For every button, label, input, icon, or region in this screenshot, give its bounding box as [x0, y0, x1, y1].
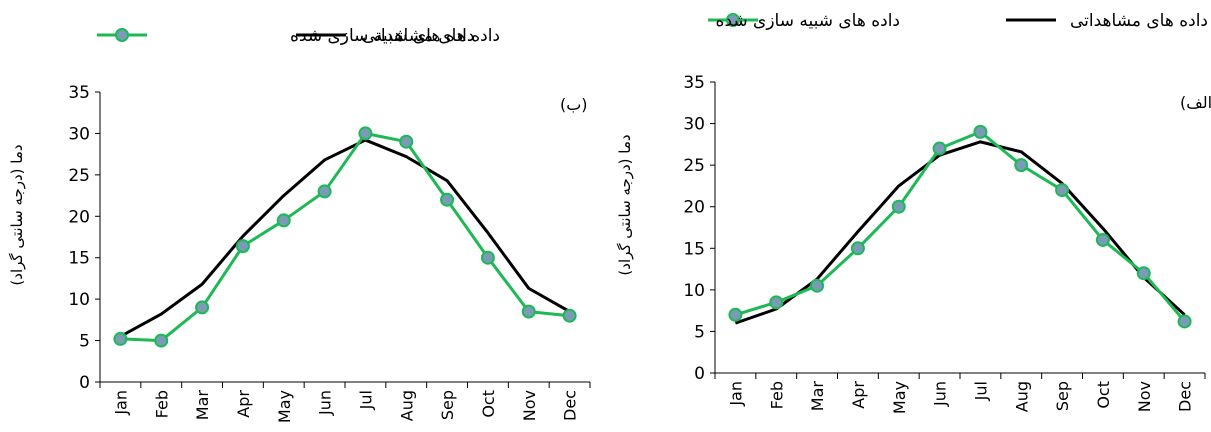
legend-simulated-label: داده های شبیه سازی شده [716, 11, 900, 31]
x-tick-label: Aug [1012, 381, 1031, 412]
series-simulated-line [120, 131, 570, 343]
series-simulated-line [734, 130, 1186, 323]
x-tick-label: Jun [316, 390, 335, 416]
series-simulated-point [276, 213, 291, 228]
x-tick-label: Aug [397, 390, 416, 421]
series-simulated-point [440, 192, 455, 207]
series-simulated-point [932, 141, 947, 156]
legend-simulated-marker [115, 28, 129, 42]
series-simulated-point [1095, 232, 1110, 247]
x-tick-label: May [890, 381, 909, 414]
series-simulated-point [1136, 266, 1151, 281]
y-tick-label: 25 [68, 166, 90, 186]
series-simulated-point [769, 295, 784, 310]
y-tick-label: 15 [683, 239, 705, 259]
y-tick-label: 20 [68, 207, 90, 227]
legend-left: داده های شبیه سازی شده داده های مشاهداتی [97, 26, 500, 46]
y-tick-label: 35 [683, 73, 705, 93]
x-tick-label: Sep [438, 390, 457, 420]
x-tick-label: Apr [234, 390, 253, 418]
y-tick-label: 10 [68, 290, 90, 310]
series-simulated-point [480, 250, 495, 265]
panel-label: (ب) [560, 95, 588, 114]
x-tick-label: Jan [111, 390, 130, 416]
x-tick-label: Nov [1135, 381, 1154, 412]
y-tick-label: 0 [694, 364, 705, 384]
series-simulated-point [1055, 183, 1070, 198]
series-observed-line [734, 140, 1186, 325]
series-simulated-point [521, 304, 536, 319]
x-tick-label: Jul [971, 381, 990, 401]
x-tick-label: Oct [1094, 381, 1113, 409]
series-simulated-point [1177, 314, 1192, 329]
x-tick-label: Jan [726, 381, 745, 407]
y-tick-label: 25 [683, 156, 705, 176]
series-simulated-point [399, 134, 414, 149]
x-tick-label: Dec [1176, 381, 1195, 412]
y-tick-label: 30 [68, 124, 90, 144]
y-tick-label: 0 [79, 373, 90, 393]
series-simulated-point [317, 184, 332, 199]
y-tick-label: 30 [683, 115, 705, 135]
x-tick-label: Jun [931, 381, 950, 407]
x-tick-label: Feb [767, 381, 786, 409]
y-axis-label: دما (درجه سانتی گراد) [616, 134, 634, 275]
series-simulated-point [973, 124, 988, 139]
series-simulated-point [235, 239, 250, 254]
series-simulated-point [728, 307, 743, 322]
legend-simulated-marker [726, 13, 740, 27]
x-tick-label: Mar [808, 381, 827, 412]
y-tick-label: 10 [683, 281, 705, 301]
series-simulated-point [195, 300, 210, 315]
x-tick-label: Apr [849, 381, 868, 409]
x-tick-label: Jul [356, 390, 375, 410]
x-tick-label: Nov [520, 390, 539, 421]
chart-panel-2: 0 5 10 15 20 25 30 35 Jan Feb Mar Apr May Jun Jul Aug Se… [616, 73, 1211, 414]
chart-panel-1: 0 5 10 15 20 25 30 35 Jan Feb Mar Apr May Jun Jul Aug Se… [8, 83, 591, 423]
series-simulated-point [358, 126, 373, 141]
panel-label: (الف) [1180, 93, 1211, 112]
series-simulated-point [850, 241, 865, 256]
y-tick-label: 35 [68, 83, 90, 103]
x-tick-label: Feb [152, 390, 171, 418]
series-observed-line [119, 138, 571, 338]
series-simulated-point [810, 278, 825, 293]
series-simulated-point [562, 308, 577, 323]
legend-right: داده های شبیه سازی شده داده های مشاهداتی [708, 11, 1208, 31]
x-tick-label: Dec [561, 390, 580, 421]
y-axis-label: دما (درجه سانتی گراد) [8, 144, 26, 285]
y-tick-label: 5 [694, 322, 705, 342]
legend-simulated-label: داده های شبیه سازی شده [290, 26, 474, 46]
y-tick-label: 15 [68, 249, 90, 269]
series-simulated-point [154, 333, 169, 348]
x-tick-label: Sep [1053, 381, 1072, 411]
x-tick-label: May [275, 390, 294, 423]
x-tick-label: Mar [193, 390, 212, 421]
x-tick-label: Oct [479, 390, 498, 418]
series-simulated-point [113, 331, 128, 346]
legend-observed-label: داده های مشاهداتی [1070, 11, 1208, 31]
y-tick-label: 5 [79, 332, 90, 352]
series-simulated-point [1014, 158, 1029, 173]
series-simulated-point [891, 199, 906, 214]
y-tick-label: 20 [683, 198, 705, 218]
legend-observed-label: داده های مشاهداتی [362, 26, 500, 46]
